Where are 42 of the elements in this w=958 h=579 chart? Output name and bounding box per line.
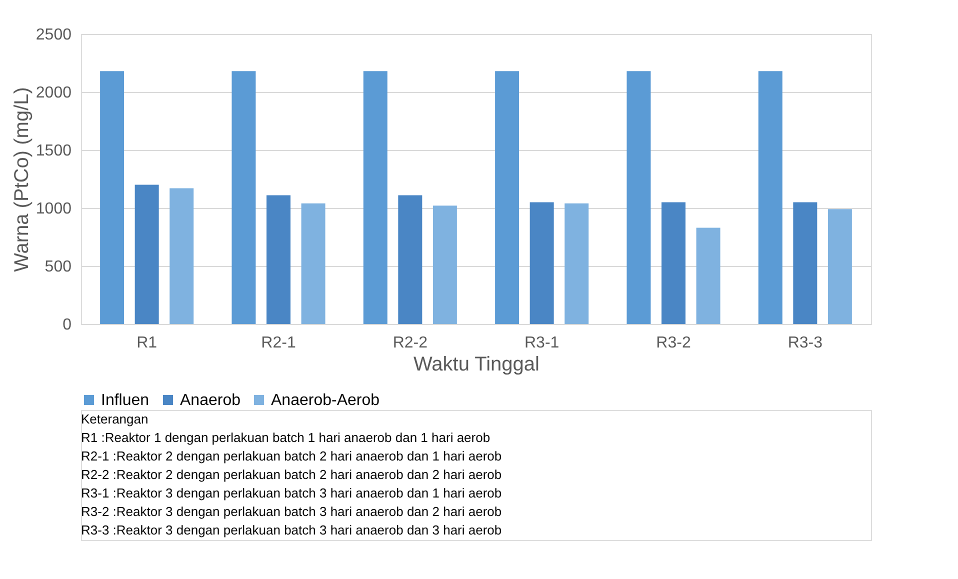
legend-label: Influen [101,392,150,409]
x-tick-label: R2-1 [261,334,296,352]
x-axis-title: Waktu Tinggal [414,354,540,376]
x-tick-label: R3-1 [524,334,560,352]
legend-label: Anaerob [180,392,241,409]
bar [170,188,194,324]
bar [100,71,124,324]
bar [495,71,520,324]
y-axis-title: Warna (PtCo) (mg/L) [10,87,33,272]
bar [266,195,290,324]
y-tick-label: 1000 [36,200,72,218]
bar [134,184,159,324]
text: R3-3 :Reaktor 3 dengan perlakuan batch 3 hari anaerob dan 3 hari aerob [81,522,502,538]
text: R2-2 :Reaktor 2 dengan perlakuan batch 2 hari anaerob dan 2 hari aerob [81,467,502,482]
text: R1 :Reaktor 1 dengan perlakuan batch 1 hari anaerob dan 1 hari aerob [81,430,490,445]
y-tick-label: 2500 [36,26,72,44]
text: R2-1 :Reaktor 2 dengan perlakuan batch 2 hari anaerob dan 1 hari aerob [81,448,502,464]
legend-label: Anaerob-Aerob [271,392,380,409]
x-tick-label: R3-3 [788,334,823,352]
text: R3-2 :Reaktor 3 dengan perlakuan batch 3 hari anaerob dan 2 hari aerob [81,504,502,520]
text: Keterangan [81,411,148,426]
bar [828,209,852,324]
bar [398,195,422,324]
bar [232,71,256,324]
bar [301,203,326,324]
x-tick-label: R3-2 [656,334,691,352]
bar [662,202,686,324]
bar [793,202,818,324]
bar [530,202,554,324]
y-tick-label: 500 [44,258,72,276]
bar [363,71,388,324]
x-tick-label: R1 [136,334,158,352]
bar [696,228,720,324]
bar [564,203,589,324]
bar [626,71,651,324]
x-tick-label: R2-2 [392,334,428,352]
y-tick-label: 2000 [36,84,72,102]
bar [758,71,782,324]
text: R3-1 :Reaktor 3 dengan perlakuan batch 3 hari anaerob dan 1 hari aerob [81,486,502,501]
y-tick-label: 0 [62,316,72,334]
y-tick-label: 1500 [36,142,72,160]
bar [432,206,457,324]
